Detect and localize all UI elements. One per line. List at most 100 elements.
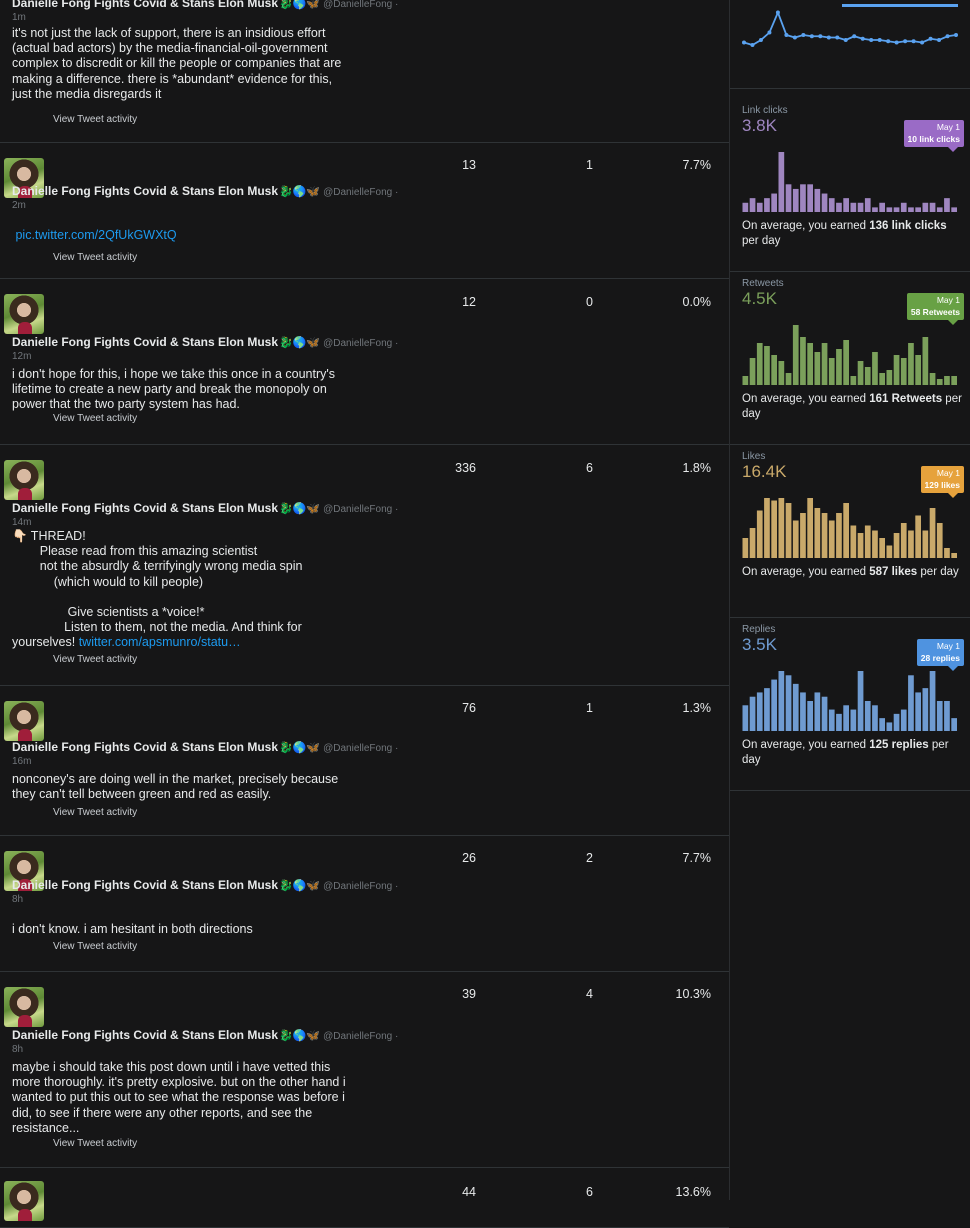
avatar[interactable] (4, 460, 44, 500)
link_clicks-bar[interactable] (800, 184, 806, 212)
likes-bar[interactable] (900, 523, 907, 558)
view-tweet-activity-link[interactable]: View Tweet activity (53, 807, 138, 818)
link_clicks-bar[interactable] (857, 202, 864, 212)
link_clicks-bar[interactable] (821, 193, 828, 212)
link_clicks-bar[interactable] (792, 188, 799, 212)
author-handle[interactable]: @DanielleFong · (323, 338, 399, 349)
replies-bar[interactable] (879, 718, 885, 731)
tweet-time[interactable]: 8h (12, 894, 24, 905)
retweets-bar[interactable] (764, 346, 770, 385)
author-name[interactable]: Danielle Fong Fights Covid & Stans Elon … (12, 740, 279, 754)
retweets-bar[interactable] (836, 349, 842, 385)
avatar[interactable] (4, 851, 44, 891)
link_clicks-bar[interactable] (929, 202, 936, 212)
link_clicks-bar[interactable] (872, 207, 878, 212)
replies-bar[interactable] (836, 713, 842, 731)
link_clicks-bar[interactable] (756, 202, 763, 212)
tweet-link[interactable]: twitter.com/apsmunro/statu… (78, 635, 241, 650)
tweet-time[interactable]: 16m (12, 756, 32, 767)
replies-bar[interactable] (944, 701, 950, 731)
link_clicks-bar[interactable] (944, 198, 950, 212)
likes-bar[interactable] (821, 513, 828, 558)
link_clicks-bar[interactable] (879, 202, 885, 212)
retweets-bar[interactable] (749, 358, 756, 385)
avatar[interactable] (4, 158, 44, 198)
retweets-bar[interactable] (828, 358, 835, 385)
author-name[interactable]: Danielle Fong Fights Covid & Stans Elon … (12, 1028, 279, 1042)
likes-bar[interactable] (778, 498, 785, 558)
likes-bar[interactable] (929, 508, 936, 558)
retweets-bar[interactable] (922, 337, 929, 385)
replies-bar[interactable] (778, 671, 785, 731)
likes-bar[interactable] (749, 528, 756, 558)
retweets-bar[interactable] (843, 340, 849, 385)
link_clicks-bar[interactable] (850, 202, 857, 212)
likes-bar[interactable] (922, 530, 929, 559)
retweets-bar[interactable] (857, 361, 864, 385)
tweet-author[interactable]: Danielle Fong Fights Covid & Stans Elon … (12, 1028, 398, 1042)
tweet-author[interactable]: Danielle Fong Fights Covid & Stans Elon … (12, 878, 398, 892)
retweets-bar[interactable] (929, 373, 936, 385)
link_clicks-bar[interactable] (771, 193, 777, 212)
view-tweet-activity-link[interactable]: View Tweet activity (53, 114, 138, 125)
likes-bar[interactable] (850, 525, 857, 559)
retweets-bar[interactable] (900, 358, 907, 385)
replies-bar[interactable] (915, 692, 921, 731)
likes-bar[interactable] (756, 510, 763, 559)
retweets-bar[interactable] (936, 379, 943, 385)
tweet-author[interactable]: Danielle Fong Fights Covid & Stans Elon … (12, 740, 398, 754)
link_clicks-bar[interactable] (749, 198, 756, 212)
retweets-bar[interactable] (879, 373, 885, 385)
retweets-bar[interactable] (807, 343, 813, 385)
avatar[interactable] (4, 987, 44, 1027)
likes-bar[interactable] (792, 520, 799, 559)
retweets-bar[interactable] (821, 343, 828, 385)
likes-bar[interactable] (843, 503, 849, 558)
replies-bar[interactable] (814, 692, 821, 731)
replies-bar[interactable] (800, 692, 806, 731)
view-tweet-activity-link[interactable]: View Tweet activity (53, 252, 138, 263)
replies-bar[interactable] (807, 701, 813, 731)
link_clicks-bar[interactable] (915, 207, 921, 212)
likes-bar[interactable] (836, 513, 842, 558)
retweets-bar[interactable] (800, 337, 806, 385)
likes-bar[interactable] (893, 533, 900, 558)
retweets-bar[interactable] (886, 370, 893, 385)
likes-bar[interactable] (944, 548, 950, 558)
replies-bar[interactable] (821, 696, 828, 731)
tweet-time[interactable]: 2m (12, 200, 26, 211)
author-handle[interactable]: @DanielleFong · (323, 743, 399, 754)
view-tweet-activity-link[interactable]: View Tweet activity (53, 1138, 138, 1149)
replies-bar[interactable] (749, 696, 756, 731)
retweets-bar[interactable] (872, 352, 878, 385)
link_clicks-bar[interactable] (836, 202, 842, 212)
replies-bar[interactable] (893, 713, 900, 731)
link_clicks-bar[interactable] (742, 202, 749, 212)
replies-bar[interactable] (764, 688, 770, 731)
likes-bar[interactable] (785, 503, 792, 558)
retweets-bar[interactable] (756, 343, 763, 385)
likes-bar[interactable] (872, 530, 878, 559)
author-name[interactable]: Danielle Fong Fights Covid & Stans Elon … (12, 0, 279, 10)
link_clicks-bar[interactable] (828, 198, 835, 212)
likes-bar[interactable] (742, 538, 749, 558)
link_clicks-bar[interactable] (807, 184, 813, 212)
replies-bar[interactable] (929, 671, 936, 731)
retweets-bar[interactable] (893, 355, 900, 385)
likes-bar[interactable] (864, 525, 871, 559)
retweets-bar[interactable] (864, 367, 871, 385)
likes-bar[interactable] (814, 508, 821, 558)
view-tweet-activity-link[interactable]: View Tweet activity (53, 941, 138, 952)
link_clicks-bar[interactable] (778, 152, 785, 212)
tweet-time[interactable]: 8h (12, 1044, 24, 1055)
view-tweet-activity-link[interactable]: View Tweet activity (53, 413, 138, 424)
replies-bar[interactable] (922, 688, 929, 731)
author-name[interactable]: Danielle Fong Fights Covid & Stans Elon … (12, 184, 279, 198)
replies-bar[interactable] (850, 709, 857, 731)
tweet-time[interactable]: 14m (12, 517, 32, 528)
link_clicks-bar[interactable] (893, 207, 900, 212)
replies-bar[interactable] (828, 709, 835, 731)
retweets-bar[interactable] (792, 325, 799, 385)
avatar[interactable] (4, 1181, 44, 1221)
replies-bar[interactable] (843, 705, 849, 731)
